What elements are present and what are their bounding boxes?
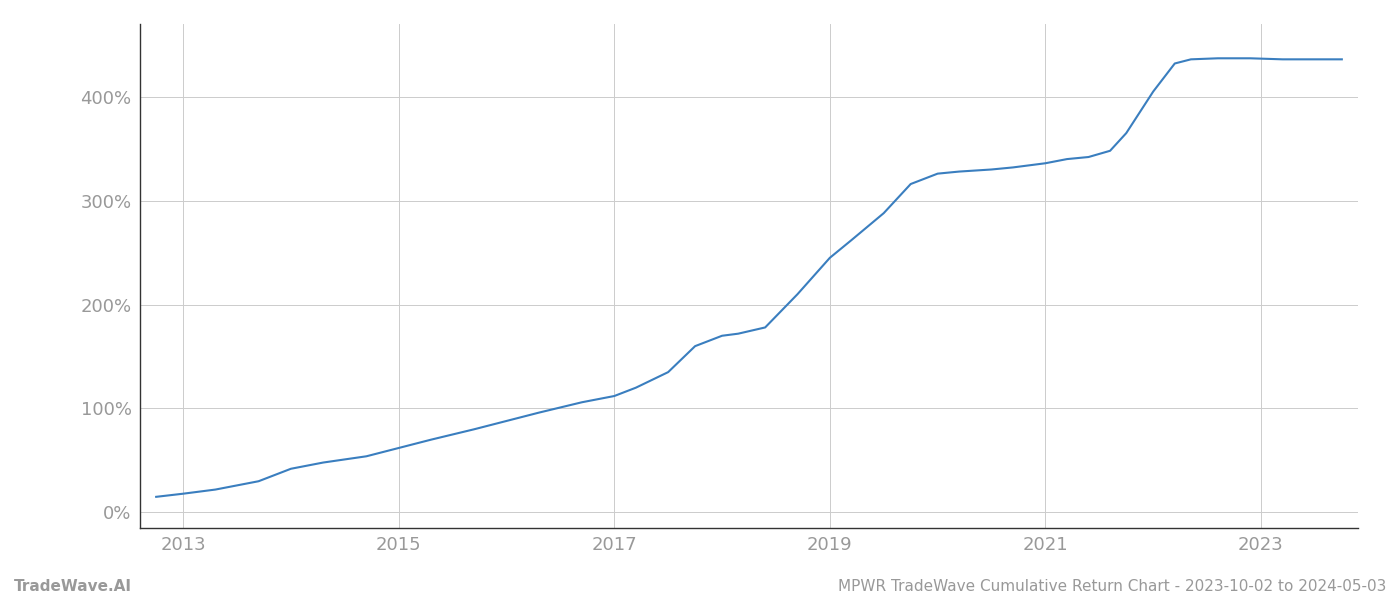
- Text: MPWR TradeWave Cumulative Return Chart - 2023-10-02 to 2024-05-03: MPWR TradeWave Cumulative Return Chart -…: [837, 579, 1386, 594]
- Text: TradeWave.AI: TradeWave.AI: [14, 579, 132, 594]
